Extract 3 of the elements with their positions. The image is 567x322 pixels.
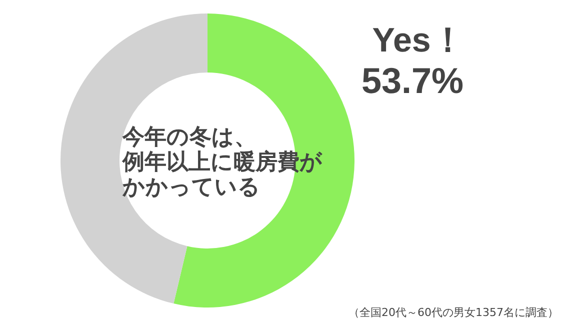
- text: （全国20代～60代の男女1357名に調査）: [348, 306, 559, 319]
- data-label: 53.7%: [361, 60, 464, 101]
- slice-label: Yes！: [372, 22, 465, 60]
